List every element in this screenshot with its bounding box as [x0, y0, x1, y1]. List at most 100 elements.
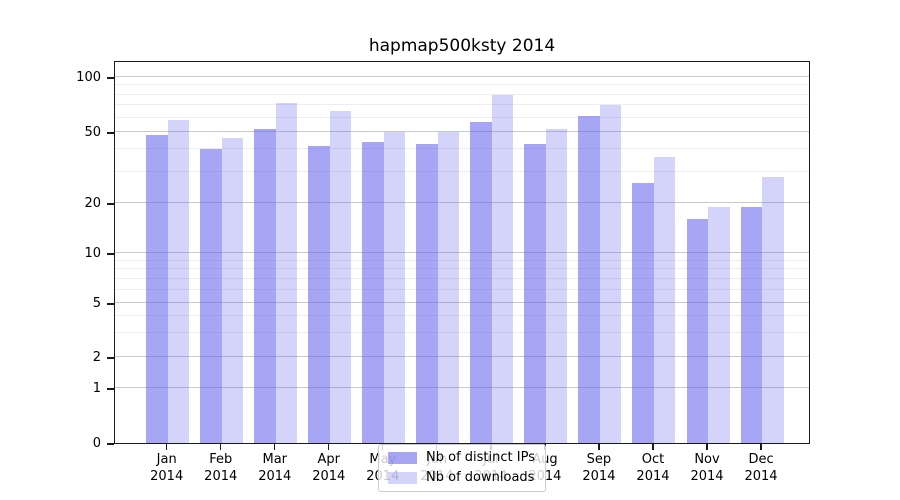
plot-area — [114, 61, 810, 444]
bar-distinct-ips-sep — [578, 116, 600, 443]
x-tick-month: Jan — [156, 452, 177, 467]
x-tick-month: Apr — [317, 452, 341, 467]
gridline-minor — [115, 259, 809, 261]
bar-downloads-jan — [167, 120, 190, 443]
x-tick-label-oct: Oct 2014 — [621, 451, 685, 485]
y-tick-label: 10 — [84, 246, 101, 262]
bar-downloads-nov — [708, 206, 730, 443]
x-tick-mark — [166, 444, 168, 450]
x-tick-month: Mar — [262, 452, 288, 467]
y-tick-mark — [107, 132, 114, 134]
x-tick-month: Oct — [641, 452, 665, 467]
bar-distinct-ips-oct — [632, 182, 654, 443]
gridline-major — [115, 387, 809, 389]
gridline-minor — [115, 315, 809, 317]
bar-distinct-ips-nov — [686, 219, 708, 443]
bar-downloads-jul — [491, 94, 514, 443]
bar-distinct-ips-may — [362, 141, 384, 443]
x-tick-label-dec: Dec 2014 — [729, 451, 793, 485]
x-tick-mark — [652, 444, 654, 450]
x-tick-month: Nov — [694, 452, 720, 467]
gridline-major — [115, 131, 809, 133]
y-tick-mark — [107, 203, 114, 205]
x-tick-label-apr: Apr 2014 — [297, 451, 361, 485]
x-tick-month: Sep — [586, 452, 612, 467]
x-tick-mark — [328, 444, 330, 450]
y-tick-mark — [107, 443, 114, 445]
bar-downloads-may — [383, 132, 406, 443]
gridline-minor — [115, 93, 809, 95]
legend-item-distinct-ips: Nb of distinct IPs — [388, 451, 535, 465]
legend-item-downloads: Nb of downloads — [388, 471, 535, 485]
gridline-major — [115, 252, 809, 254]
gridline-minor — [115, 84, 809, 86]
y-tick-label: 1 — [92, 381, 101, 396]
gridline-minor — [115, 170, 809, 172]
x-tick-mark — [220, 444, 222, 450]
legend-swatch-downloads-icon — [388, 472, 418, 484]
x-tick-label-feb: Feb 2014 — [189, 451, 253, 485]
bar-distinct-ips-dec — [740, 206, 763, 443]
gridline-minor — [115, 268, 809, 270]
y-tick-label: 5 — [92, 296, 101, 311]
legend-label-distinct-ips: Nb of distinct IPs — [426, 450, 535, 465]
x-tick-year: 2014 — [636, 469, 670, 484]
bar-distinct-ips-apr — [308, 145, 330, 443]
x-tick-mark — [274, 444, 276, 450]
bar-downloads-dec — [762, 176, 784, 443]
x-tick-year: 2014 — [204, 469, 238, 484]
bar-downloads-sep — [599, 105, 622, 443]
bar-distinct-ips-mar — [254, 128, 276, 443]
y-tick-label: 2 — [92, 350, 101, 366]
gridline-minor — [115, 148, 809, 150]
gridline-minor — [115, 288, 809, 290]
bar-distinct-ips-aug — [524, 143, 546, 443]
y-tick-mark — [107, 253, 114, 255]
chart-title: hapmap500ksty 2014 — [368, 36, 556, 56]
bar-downloads-jun — [437, 132, 460, 443]
x-tick-label-nov: Nov 2014 — [675, 451, 739, 485]
gridline-major — [115, 76, 809, 78]
x-tick-month: Feb — [209, 452, 233, 467]
x-tick-label-mar: Mar 2014 — [243, 451, 307, 485]
x-tick-year: 2014 — [312, 469, 346, 484]
y-tick-mark — [107, 357, 114, 359]
y-tick-label: 50 — [84, 125, 101, 140]
bar-downloads-apr — [329, 111, 352, 443]
bar-downloads-aug — [545, 128, 568, 443]
x-tick-month: Dec — [748, 452, 774, 467]
x-tick-mark — [598, 444, 600, 450]
bar-downloads-oct — [653, 157, 676, 443]
bar-downloads-mar — [275, 103, 298, 443]
x-tick-year: 2014 — [690, 469, 724, 484]
x-tick-year: 2014 — [150, 469, 184, 484]
gridline-minor — [115, 104, 809, 106]
y-tick-label: 100 — [76, 70, 101, 85]
gridline-minor — [115, 332, 809, 334]
x-tick-year: 2014 — [582, 469, 616, 484]
bar-distinct-ips-jun — [416, 143, 438, 443]
x-tick-mark — [760, 444, 762, 450]
gridline-minor — [115, 116, 809, 118]
legend-swatch-distinct-ips-icon — [388, 452, 418, 464]
legend: Nb of distinct IPs Nb of downloads — [378, 444, 546, 492]
bar-distinct-ips-jan — [146, 135, 168, 443]
x-tick-mark — [706, 444, 708, 450]
y-tick-label: 20 — [84, 196, 101, 211]
legend-label-downloads: Nb of downloads — [426, 470, 535, 485]
bar-distinct-ips-jul — [470, 121, 492, 443]
gridline-minor — [115, 277, 809, 279]
x-tick-year: 2014 — [258, 469, 292, 484]
bar-downloads-feb — [221, 138, 244, 443]
x-tick-label-sep: Sep 2014 — [567, 451, 631, 485]
y-tick-mark — [107, 388, 114, 390]
gridline-major — [115, 302, 809, 304]
x-tick-label-jan: Jan 2014 — [135, 451, 199, 485]
y-tick-mark — [107, 303, 114, 305]
gridline-major — [115, 202, 809, 204]
y-tick-label: 0 — [92, 436, 101, 451]
gridline-major — [115, 356, 809, 358]
y-tick-mark — [107, 77, 114, 79]
bar-distinct-ips-feb — [200, 149, 222, 443]
